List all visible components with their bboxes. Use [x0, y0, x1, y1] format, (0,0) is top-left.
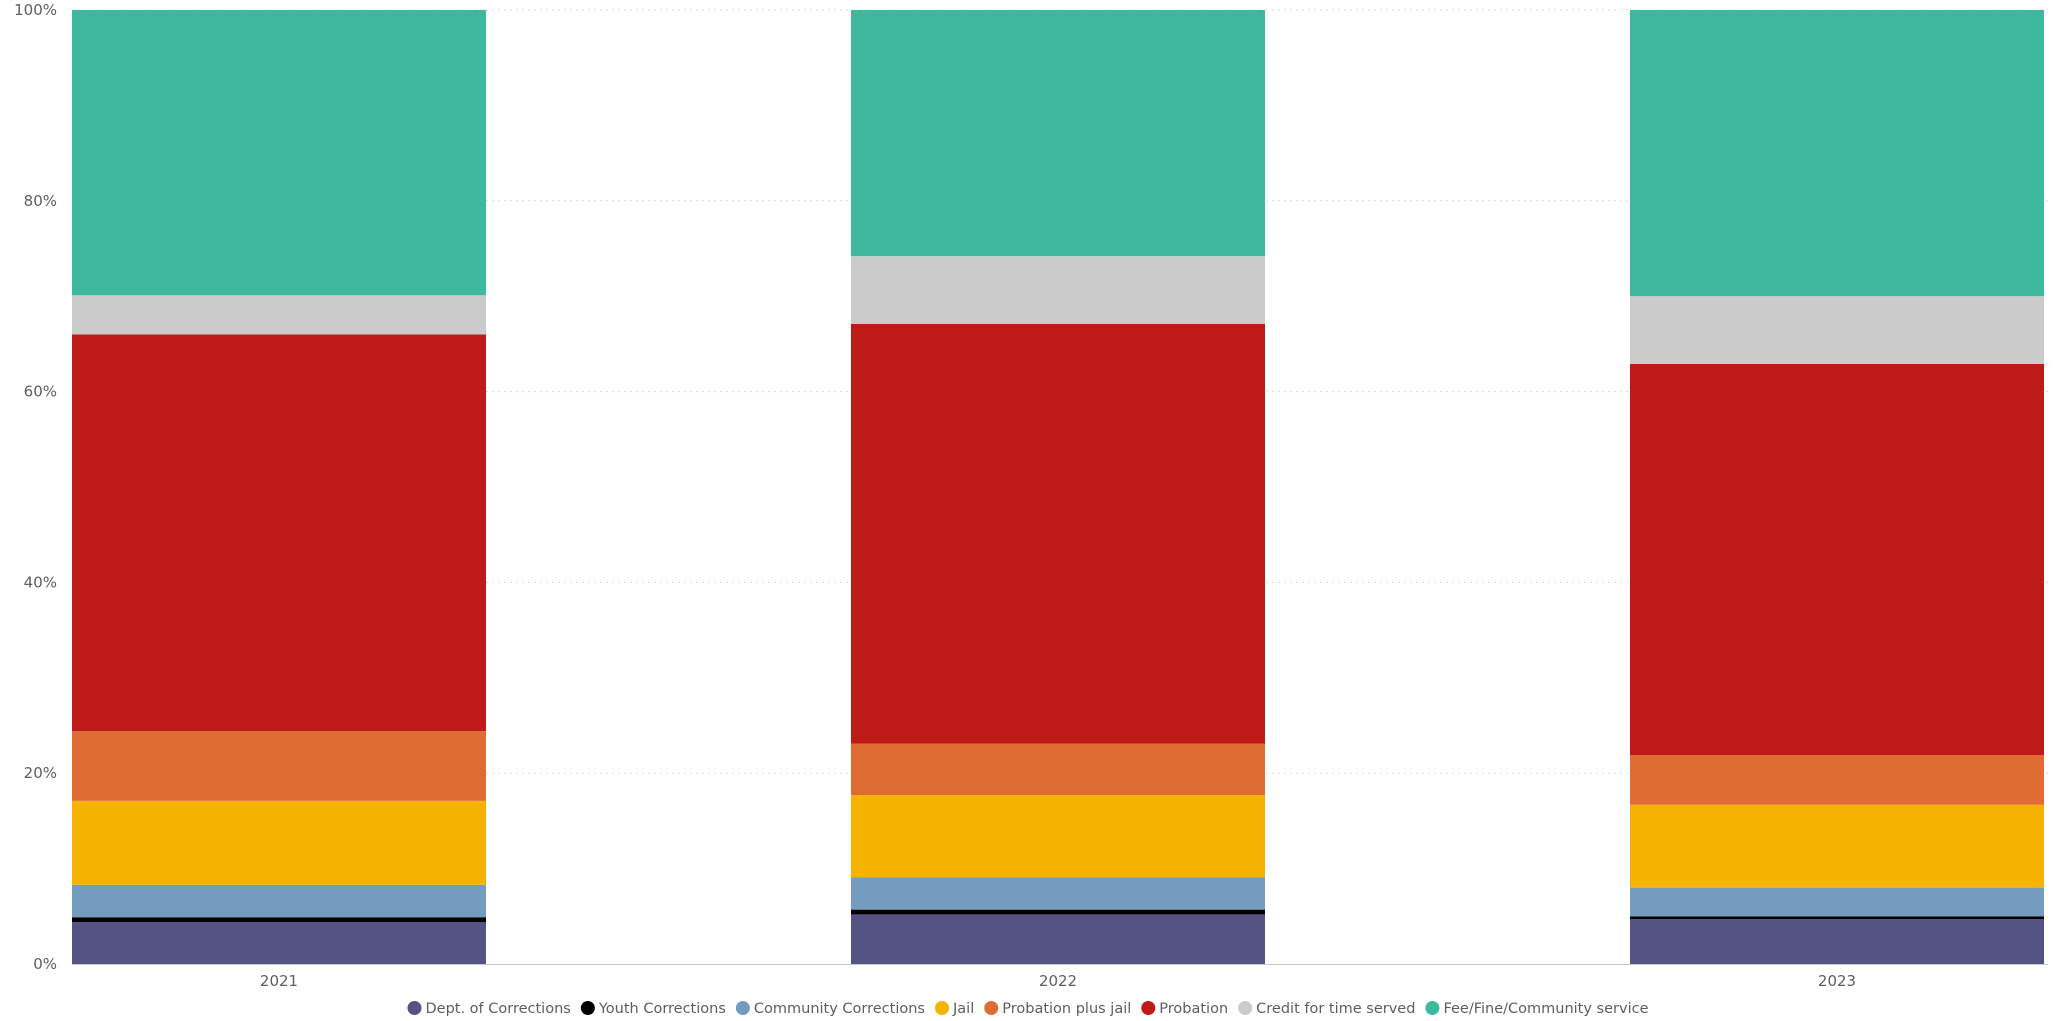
legend-label: Dept. of Corrections [425, 1001, 570, 1017]
bar-segment-dept-of-corrections-2022 [851, 914, 1265, 964]
bar-segment-probation-plus-jail-2021 [72, 731, 486, 801]
legend-marker [735, 1001, 750, 1015]
legend-item: Community Corrections [735, 1001, 925, 1017]
bar-segment-probation-2023 [1630, 363, 2044, 756]
legend-label: Community Corrections [754, 1001, 925, 1017]
y-tick-label: 20% [24, 764, 57, 782]
y-tick-label: 60% [24, 383, 57, 401]
y-tick-label: 0% [33, 955, 57, 973]
axes: 0% 20% 40% 60% 80% 100% 2021 2022 2023 [14, 1, 2048, 990]
legend-item: Youth Corrections [580, 1001, 726, 1017]
y-tick-label: 100% [14, 1, 57, 19]
legend-item: Probation plus jail [984, 1001, 1131, 1017]
bar-segment-fee-fine-community-service-2021 [72, 10, 486, 296]
legend-marker [407, 1001, 422, 1015]
bar-segment-credit-for-time-served-2021 [72, 295, 486, 335]
x-tick-label: 2022 [1039, 972, 1077, 990]
bar-segment-jail-2022 [851, 795, 1265, 878]
legend-item: Probation [1141, 1001, 1228, 1017]
bar-segment-community-corrections-2021 [72, 884, 486, 918]
legend-label: Credit for time served [1256, 1001, 1415, 1017]
legend-marker [935, 1001, 950, 1015]
bar-segment-credit-for-time-served-2022 [851, 256, 1265, 324]
legend-label: Jail [952, 1001, 974, 1017]
legend-marker [580, 1001, 595, 1015]
legend-label: Fee/Fine/Community service [1443, 1001, 1648, 1017]
bar-segment-dept-of-corrections-2021 [72, 922, 486, 964]
bar-segment-probation-plus-jail-2023 [1630, 755, 2044, 805]
legend-item: Jail [935, 1001, 974, 1017]
bar-segment-community-corrections-2022 [851, 877, 1265, 910]
x-tick-label: 2021 [260, 972, 298, 990]
legend-label: Probation [1159, 1001, 1228, 1017]
legend-label: Youth Corrections [598, 1001, 726, 1017]
legend-marker [1238, 1001, 1253, 1015]
legend-item: Fee/Fine/Community service [1425, 1001, 1649, 1017]
bar-segment-youth-corrections-2023 [1630, 916, 2044, 920]
bar-segment-dept-of-corrections-2023 [1630, 919, 2044, 964]
legend-marker [1425, 1001, 1440, 1015]
legend-marker [984, 1001, 999, 1015]
legend-item: Credit for time served [1238, 1001, 1415, 1017]
bars [72, 10, 2044, 964]
legend-marker [1141, 1001, 1156, 1015]
bar-segment-jail-2021 [72, 800, 486, 885]
bar-segment-credit-for-time-served-2023 [1630, 296, 2044, 364]
y-tick-label: 80% [24, 192, 57, 210]
bar-segment-youth-corrections-2021 [72, 917, 486, 923]
bar-segment-fee-fine-community-service-2022 [851, 10, 1265, 257]
bar-segment-youth-corrections-2022 [851, 909, 1265, 915]
bar-segment-probation-2022 [851, 323, 1265, 744]
bar-segment-fee-fine-community-service-2023 [1630, 10, 2044, 297]
y-tick-label: 40% [24, 573, 57, 591]
x-tick-label: 2023 [1818, 972, 1856, 990]
bar-segment-community-corrections-2023 [1630, 887, 2044, 917]
bar-segment-probation-2021 [72, 334, 486, 732]
bar-segment-jail-2023 [1630, 804, 2044, 888]
legend: Dept. of Corrections Youth Corrections Com… [407, 1001, 1649, 1017]
legend-item: Dept. of Corrections [407, 1001, 571, 1017]
bar-segment-probation-plus-jail-2022 [851, 743, 1265, 796]
legend-label: Probation plus jail [1002, 1001, 1131, 1017]
